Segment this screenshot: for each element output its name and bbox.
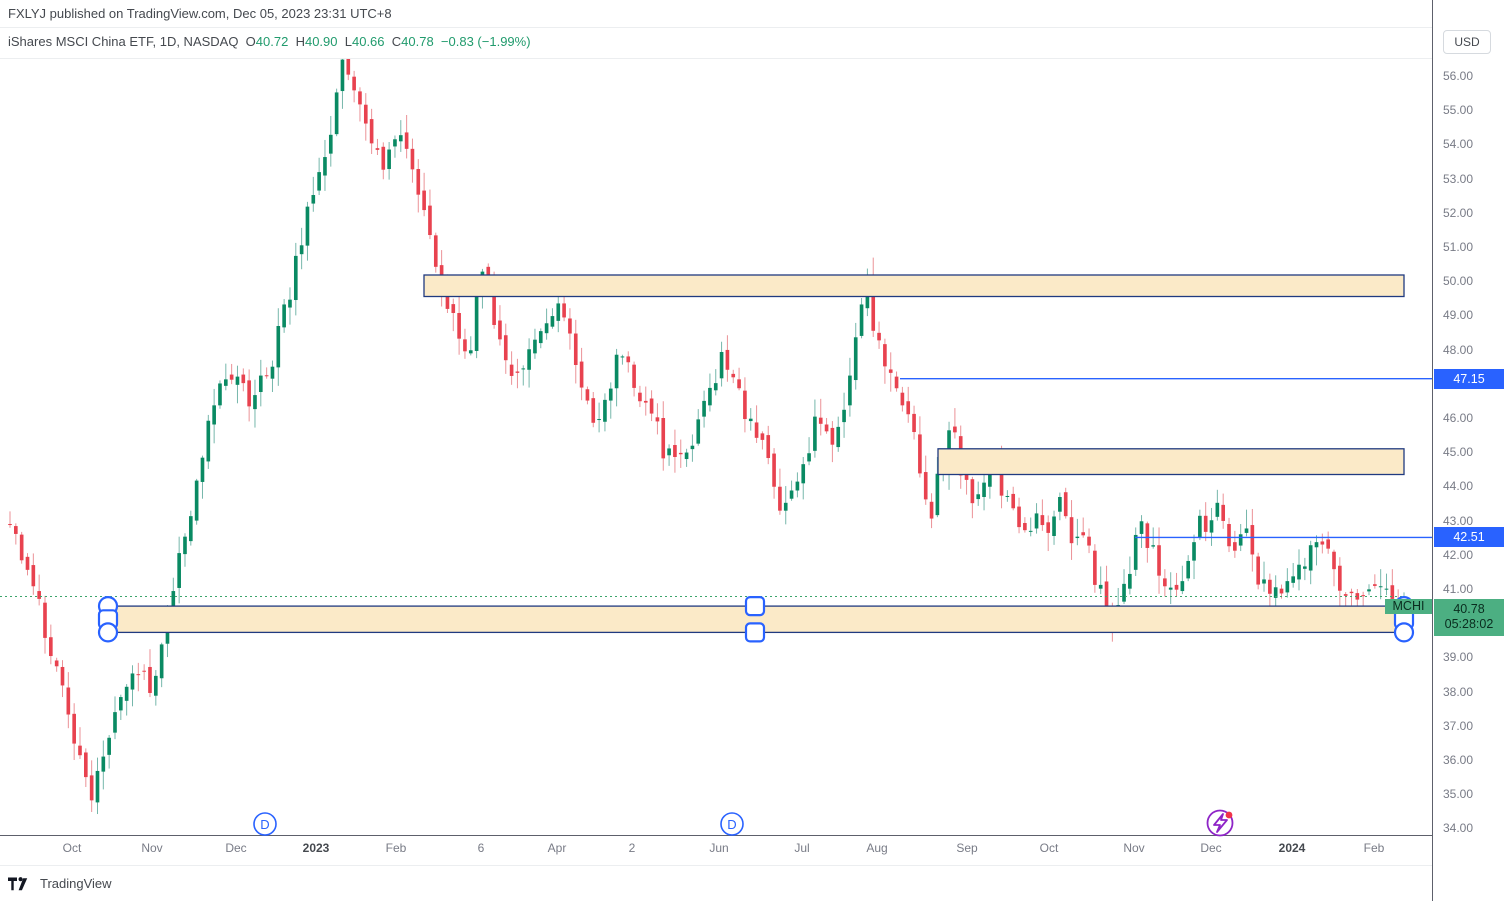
svg-text:D: D bbox=[727, 817, 736, 832]
svg-text:D: D bbox=[260, 817, 269, 832]
